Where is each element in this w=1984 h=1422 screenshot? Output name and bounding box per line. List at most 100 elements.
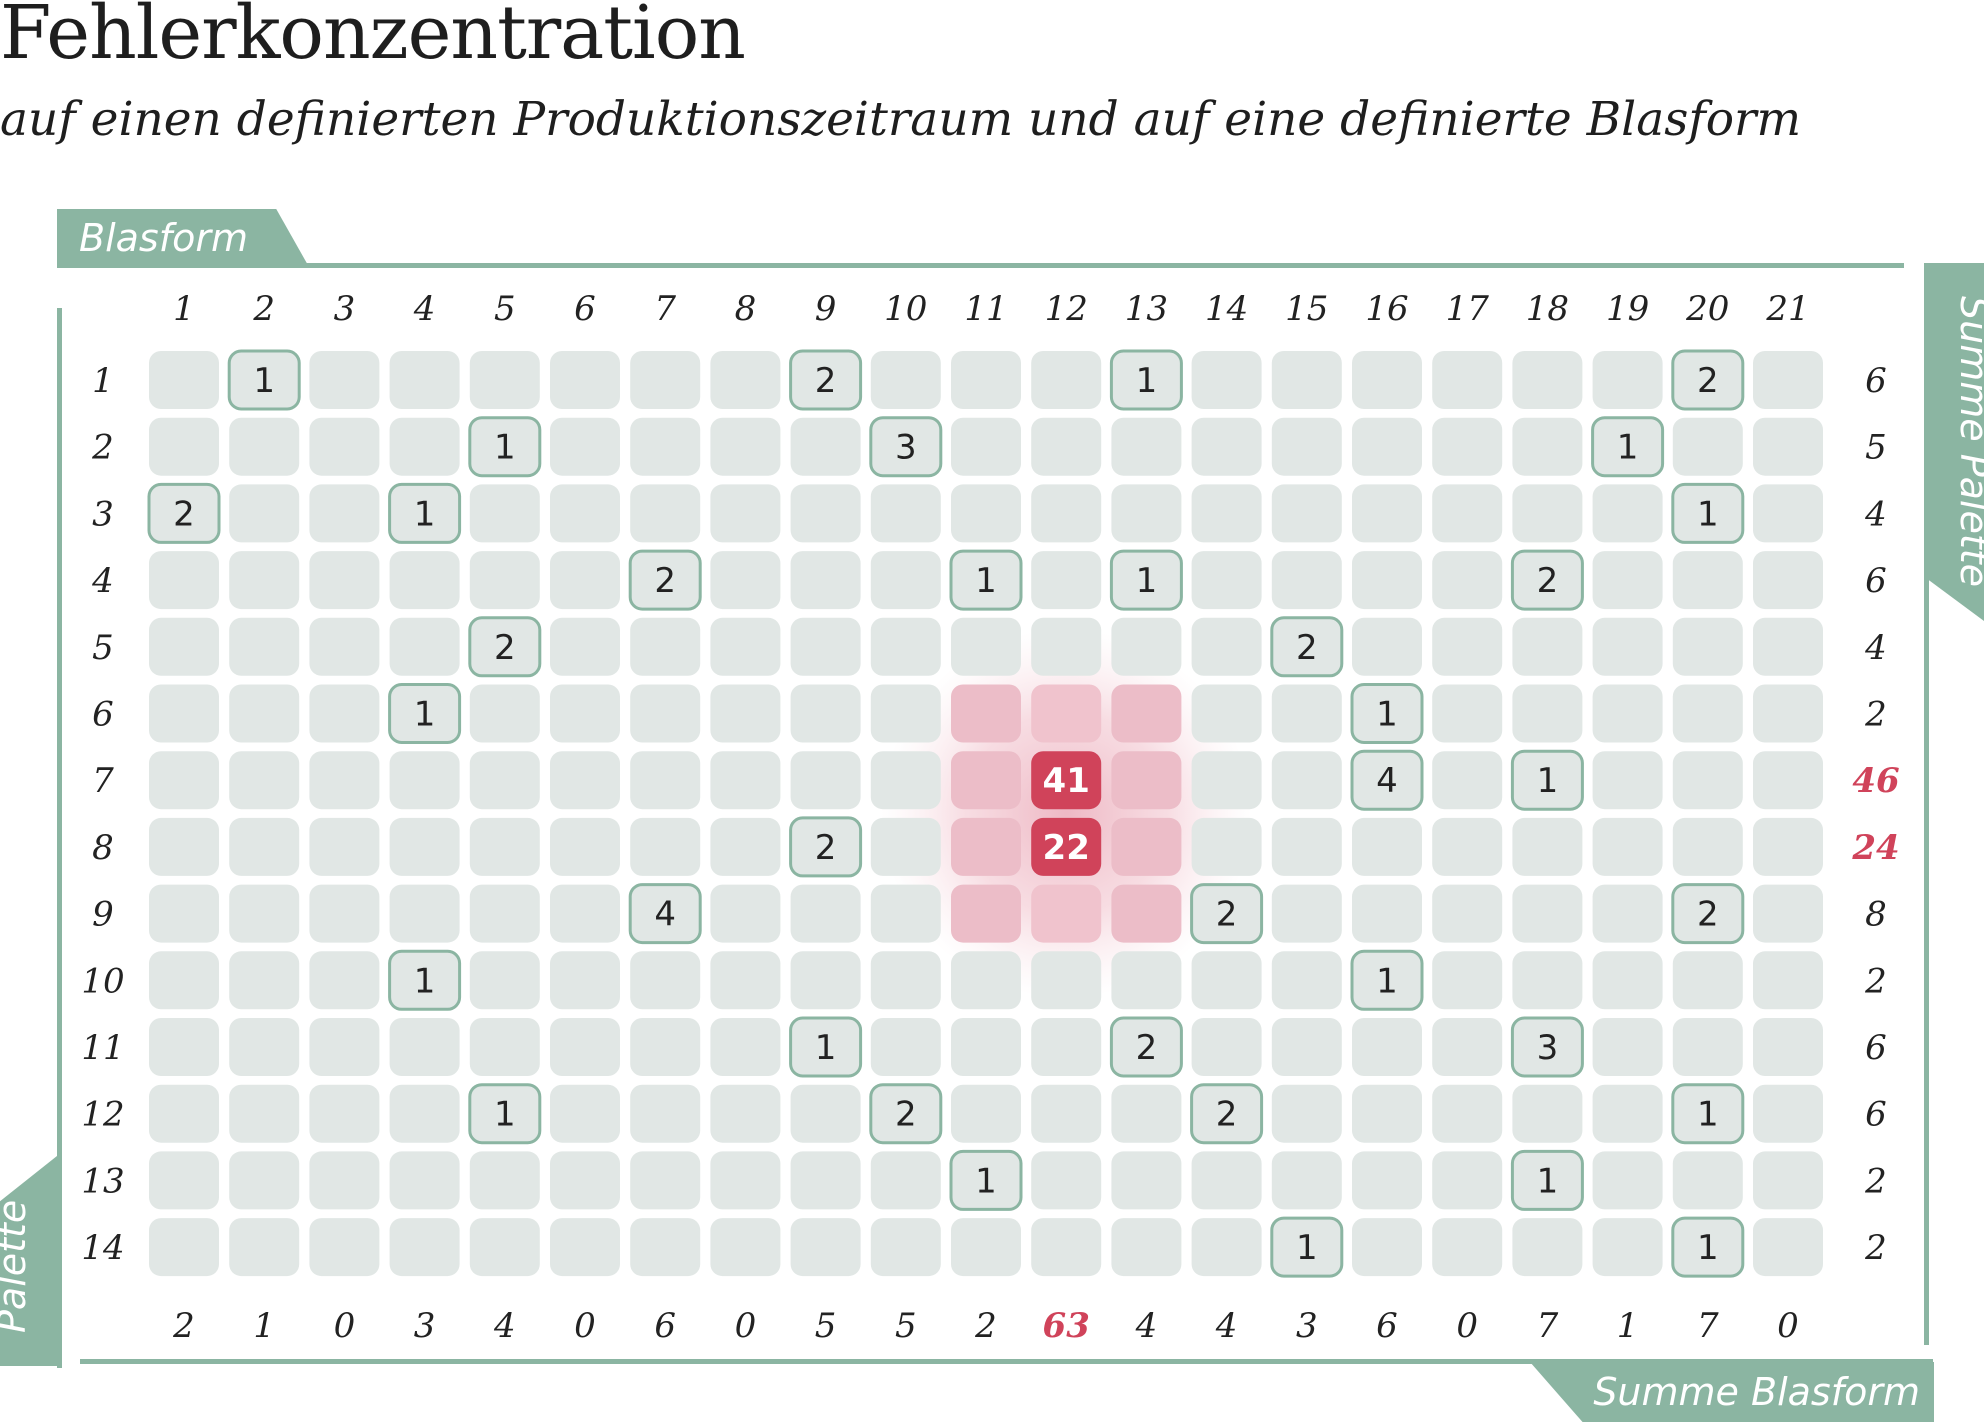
cell-value-label: 2	[1697, 361, 1719, 401]
column-label: 5	[494, 289, 516, 329]
cell-value-label: 1	[1537, 761, 1559, 801]
heatmap-cell	[1672, 817, 1743, 876]
row-sum-value: 2	[1864, 695, 1887, 735]
heatmap-cell	[1753, 751, 1823, 810]
heatmap-cell	[1191, 484, 1262, 543]
heatmap-cell	[1111, 884, 1182, 943]
heatmap-cell	[389, 551, 460, 610]
heatmap-cell	[1592, 617, 1663, 676]
column-sum-value: 0	[1777, 1306, 1799, 1346]
heatmap-cell	[309, 951, 380, 1010]
heatmap-cell	[1512, 951, 1583, 1010]
heatmap-cell	[1432, 751, 1503, 810]
heatmap-cell	[951, 684, 1021, 743]
heatmap-cell	[870, 484, 941, 543]
heatmap-cell	[1111, 684, 1182, 743]
heatmap-cell	[1432, 351, 1503, 409]
heatmap-cell	[951, 751, 1021, 810]
heatmap-cell	[1352, 1151, 1422, 1210]
heatmap-cell	[468, 1083, 542, 1145]
row-sum-value: 6	[1865, 561, 1887, 601]
heatmap-cell	[149, 351, 219, 409]
heatmap-cell	[949, 549, 1023, 611]
cell-value-label: 1	[414, 961, 436, 1001]
heatmap-cell	[1592, 951, 1663, 1010]
heatmap-cell	[309, 751, 380, 810]
heatmap-cell	[389, 1218, 460, 1277]
heatmap-cell	[469, 1218, 540, 1277]
heatmap-cell	[1432, 817, 1503, 876]
cell-value-label: 2	[815, 361, 837, 401]
cell-value-label: 2	[494, 628, 516, 668]
heatmap-cell	[1031, 551, 1102, 610]
cell-value-label: 1	[253, 361, 275, 401]
cell-value-label: 3	[895, 428, 917, 468]
heatmap-cell	[790, 617, 861, 676]
heatmap-cell	[229, 817, 300, 876]
heatmap-cell	[1352, 617, 1422, 676]
heatmap-cell	[710, 884, 781, 943]
heatmap-cell	[790, 951, 861, 1010]
column-sum-value: 4	[1215, 1306, 1238, 1346]
heatmap-cell	[149, 817, 219, 876]
row-sum-value: 46	[1852, 761, 1899, 801]
heatmap-cell	[1753, 1151, 1823, 1210]
heatmap-cell	[1672, 551, 1743, 610]
heatmap-cell	[309, 551, 380, 610]
heatmap-cell	[1191, 951, 1262, 1010]
heatmap-cell	[630, 751, 701, 810]
heatmap-cell	[1510, 749, 1584, 811]
heatmap-cell	[1671, 1216, 1745, 1278]
column-sum-value: 4	[1135, 1306, 1158, 1346]
heatmap-cell	[550, 884, 620, 943]
cell-value-label: 3	[1537, 1028, 1559, 1068]
heatmap-cell	[1191, 684, 1262, 743]
heatmap-cell	[630, 1151, 701, 1210]
heatmap-cell	[1352, 417, 1422, 476]
heatmap-cell	[469, 551, 540, 610]
heatmap-cell	[1753, 951, 1823, 1010]
heatmap-cell	[1191, 551, 1262, 610]
column-sum-label: Summe Blasform	[1593, 1370, 1920, 1414]
column-sum-value: 3	[1296, 1306, 1318, 1346]
heatmap-cell	[789, 1016, 863, 1078]
heatmap-cell	[149, 551, 219, 610]
cell-value-label: 4	[1376, 761, 1398, 801]
heatmap-cell	[469, 684, 540, 743]
column-label: 19	[1606, 289, 1649, 329]
row-sum-value: 2	[1864, 961, 1887, 1001]
heatmap-cell	[229, 484, 300, 543]
heatmap-cell	[229, 1218, 300, 1277]
heatmap-cell	[1271, 551, 1342, 610]
heatmap-cell	[388, 683, 462, 744]
heatmap-cell	[229, 417, 300, 476]
heatmap-cell	[951, 351, 1021, 409]
heatmap-cell	[1671, 883, 1745, 945]
heatmap-cell	[1753, 551, 1823, 610]
column-sum-value: 0	[574, 1306, 596, 1346]
heatmap-cell	[1191, 351, 1262, 409]
heatmap-cell	[229, 751, 300, 810]
heatmap-cell	[550, 817, 620, 876]
heatmap-cell	[1592, 1151, 1663, 1210]
heatmap-cell	[951, 484, 1021, 543]
heatmap-cell	[469, 484, 540, 543]
column-sum-value: 6	[1376, 1306, 1398, 1346]
heatmap-cell	[1753, 1084, 1823, 1143]
row-sum-label-tag: Summe Palette	[1926, 263, 1984, 621]
column-label: 13	[1125, 289, 1168, 329]
heatmap-cell	[870, 1218, 941, 1277]
heatmap-cell	[1591, 416, 1665, 478]
heatmap-cell	[710, 1084, 781, 1143]
heatmap-cell	[789, 816, 863, 878]
heatmap-cell	[951, 1018, 1021, 1076]
heatmap-cell	[1512, 884, 1583, 943]
heatmap-cell	[309, 351, 380, 409]
left-axis-line	[57, 308, 62, 1368]
column-sum-value: 7	[1537, 1306, 1559, 1346]
heatmap-cell	[469, 751, 540, 810]
row-sum-value: 4	[1864, 628, 1887, 668]
column-sum-value: 63	[1043, 1306, 1090, 1346]
heatmap-cell	[1512, 351, 1583, 409]
heatmap-cell	[710, 617, 781, 676]
